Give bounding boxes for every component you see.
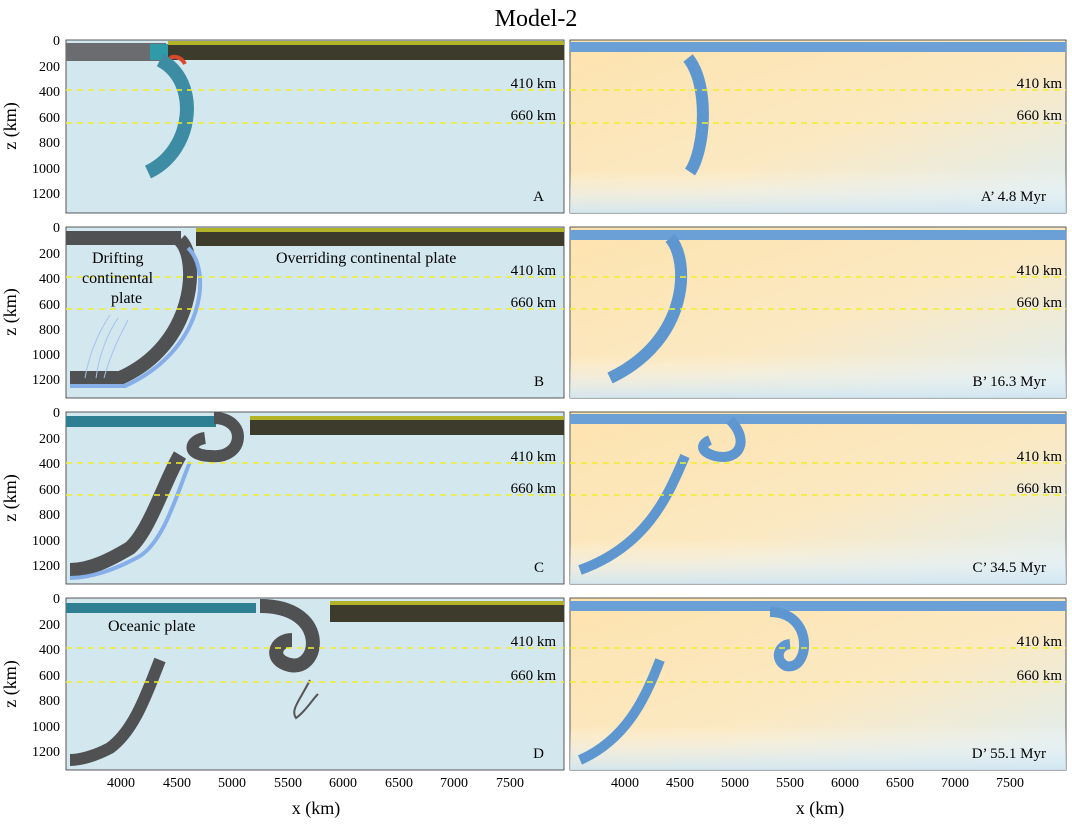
panel-C-prime — [569, 411, 1067, 585]
y-tick: 600 — [39, 298, 60, 313]
label-410: 410 km — [1017, 634, 1063, 650]
x-tick: 7000 — [440, 776, 468, 791]
label-660: 660 km — [1017, 481, 1063, 497]
annotation-drifting-3: plate — [111, 290, 142, 307]
x-axis-label: x (km) — [796, 798, 845, 819]
y-tick: 1000 — [32, 534, 60, 549]
y-tick: 0 — [53, 406, 60, 421]
y-tick: 200 — [39, 432, 60, 447]
x-tick: 4000 — [611, 776, 639, 791]
y-tick: 0 — [53, 221, 60, 236]
label-410: 410 km — [511, 76, 557, 92]
y-axis-label: z (km) — [0, 660, 21, 707]
y-tick: 1200 — [32, 187, 60, 202]
y-tick: 1200 — [32, 745, 60, 760]
y-tick: 600 — [39, 669, 60, 684]
panel-label-B-prime: B’ 16.3 Myr — [973, 374, 1046, 390]
y-axis-label: z (km) — [0, 102, 21, 149]
panel-A — [65, 39, 565, 214]
y-tick: 400 — [39, 272, 60, 287]
label-660: 660 km — [1017, 295, 1063, 311]
x-tick: 4500 — [666, 776, 694, 791]
label-410: 410 km — [1017, 76, 1063, 92]
x-tick: 5000 — [218, 776, 246, 791]
label-660: 660 km — [1017, 108, 1063, 124]
annotation-oceanic: Oceanic plate — [108, 618, 196, 635]
x-axis-label: x (km) — [292, 798, 341, 819]
y-tick: 200 — [39, 618, 60, 633]
x-tick: 7500 — [996, 776, 1024, 791]
y-tick: 1200 — [32, 373, 60, 388]
x-tick: 5000 — [721, 776, 749, 791]
label-410: 410 km — [1017, 449, 1063, 465]
y-tick: 1000 — [32, 162, 60, 177]
label-410: 410 km — [511, 449, 557, 465]
x-tick: 6000 — [329, 776, 357, 791]
label-660: 660 km — [511, 295, 557, 311]
panel-label-A-prime: A’ 4.8 Myr — [981, 189, 1046, 205]
panel-label-D: D — [533, 746, 544, 762]
x-tick: 6500 — [385, 776, 413, 791]
panel-label-B: B — [534, 374, 544, 390]
y-tick: 800 — [39, 323, 60, 338]
discontinuity-labels: 410 km 660 km 410 km 660 km 410 km 660 k… — [511, 76, 1063, 684]
y-axis-label: z (km) — [0, 288, 21, 335]
x-tick: 5500 — [776, 776, 804, 791]
y-axis-labels: z (km) z (km) z (km) z (km) — [0, 102, 21, 707]
panel-label-A: A — [533, 189, 544, 205]
y-tick: 1000 — [32, 720, 60, 735]
panel-labels: A A’ 4.8 Myr B B’ 16.3 Myr C C’ 34.5 Myr… — [533, 189, 1046, 762]
x-axis-labels: x (km) x (km) — [292, 798, 845, 819]
y-tick: 400 — [39, 643, 60, 658]
x-tick: 4000 — [107, 776, 135, 791]
x-tick: 4500 — [163, 776, 191, 791]
annotation-drifting-2: continental — [82, 270, 154, 287]
x-tick: 7000 — [941, 776, 969, 791]
panel-A-prime — [569, 39, 1067, 214]
y-tick: 200 — [39, 60, 60, 75]
y-tick: 1000 — [32, 348, 60, 363]
label-410: 410 km — [511, 263, 557, 279]
annotations: Drifting continental plate Overriding co… — [82, 250, 456, 635]
panel-label-C-prime: C’ 34.5 Myr — [973, 560, 1046, 576]
y-tick-labels: 0 200 400 600 800 1000 1200 0 200 400 60… — [32, 34, 60, 760]
figure-title: Model-2 — [495, 6, 578, 32]
x-tick-labels: 4000 4500 5000 5500 6000 6500 7000 7500 … — [107, 776, 1024, 791]
y-tick: 600 — [39, 483, 60, 498]
label-410: 410 km — [511, 634, 557, 650]
y-tick: 400 — [39, 457, 60, 472]
x-tick: 6000 — [831, 776, 859, 791]
label-660: 660 km — [1017, 668, 1063, 684]
panel-label-D-prime: D’ 55.1 Myr — [972, 746, 1046, 762]
panel-label-C: C — [534, 560, 544, 576]
y-tick: 800 — [39, 694, 60, 709]
y-tick: 1200 — [32, 559, 60, 574]
panel-C — [65, 411, 565, 585]
x-tick: 5500 — [274, 776, 302, 791]
x-tick: 7500 — [496, 776, 524, 791]
annotation-overriding: Overriding continental plate — [276, 250, 456, 267]
y-tick: 0 — [53, 592, 60, 607]
x-tick: 6500 — [886, 776, 914, 791]
y-tick: 800 — [39, 136, 60, 151]
y-tick: 800 — [39, 508, 60, 523]
label-660: 660 km — [511, 481, 557, 497]
y-tick: 200 — [39, 247, 60, 262]
panel-B-prime — [569, 226, 1067, 399]
panel-B — [65, 226, 565, 399]
annotation-drifting-1: Drifting — [92, 250, 144, 267]
y-tick: 0 — [53, 34, 60, 49]
panel-D-prime — [569, 597, 1067, 771]
y-axis-label: z (km) — [0, 474, 21, 521]
y-tick: 400 — [39, 85, 60, 100]
label-660: 660 km — [511, 108, 557, 124]
panel-D — [65, 597, 565, 771]
discontinuity-lines — [66, 89, 1066, 683]
y-tick: 600 — [39, 111, 60, 126]
label-410: 410 km — [1017, 263, 1063, 279]
label-660: 660 km — [511, 668, 557, 684]
